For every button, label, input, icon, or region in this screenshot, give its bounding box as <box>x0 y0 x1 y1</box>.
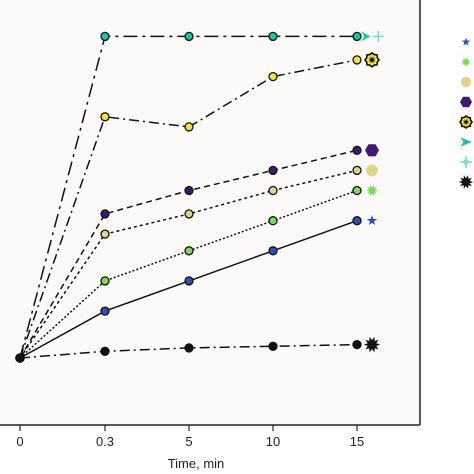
end-marker-layer <box>360 30 384 353</box>
legend-marker <box>460 96 472 108</box>
data-point <box>352 185 362 196</box>
series-end-marker <box>363 336 381 353</box>
data-point <box>100 31 110 42</box>
data-point <box>184 246 194 256</box>
plot-background <box>0 0 420 425</box>
data-point <box>184 185 194 196</box>
x-axis-title: Time, min <box>168 456 225 471</box>
data-point <box>184 276 194 286</box>
series-end-marker <box>365 144 379 157</box>
data-point <box>100 209 110 219</box>
legend-marker <box>460 156 472 168</box>
series-end-marker <box>363 182 381 199</box>
data-point <box>352 165 362 176</box>
series-1 <box>15 31 362 363</box>
data-point <box>268 165 278 176</box>
series-layer <box>15 31 362 363</box>
data-point <box>15 353 25 363</box>
data-point <box>352 31 362 42</box>
series-line <box>19 189 358 359</box>
legend-marker <box>460 76 472 88</box>
legend-marker <box>458 55 474 69</box>
data-point <box>184 343 194 353</box>
data-point <box>184 31 194 42</box>
data-point <box>268 185 278 196</box>
data-point <box>352 216 362 226</box>
data-point <box>268 31 278 42</box>
x-tick-label: 5 <box>185 434 192 449</box>
data-point <box>268 216 278 226</box>
x-tick-label: 15 <box>350 434 364 449</box>
x-tick-label: 0.3 <box>96 434 114 449</box>
series-end-marker <box>360 30 384 43</box>
data-point <box>100 229 110 239</box>
legend <box>458 34 474 189</box>
series-7 <box>15 339 362 363</box>
series-end-marker <box>363 212 381 228</box>
data-point <box>184 209 194 219</box>
series-end-marker <box>363 51 381 68</box>
data-point <box>100 306 110 316</box>
legend-marker <box>458 114 474 130</box>
data-point <box>268 341 278 351</box>
data-point <box>352 145 362 155</box>
data-point <box>100 346 110 356</box>
data-point <box>268 71 278 82</box>
legend-marker <box>458 34 474 49</box>
data-point <box>352 55 362 65</box>
series-end-marker <box>366 164 378 177</box>
data-point <box>100 276 110 286</box>
x-tick-label: 0 <box>16 434 23 449</box>
x-tick-label: 10 <box>266 434 280 449</box>
x-axis: 0 0.3 5 10 15 <box>16 425 364 449</box>
data-point <box>268 246 278 256</box>
data-point <box>100 112 110 122</box>
data-point <box>352 339 362 350</box>
legend-marker <box>458 175 474 189</box>
legend-marker <box>460 137 472 147</box>
data-point <box>184 122 194 132</box>
